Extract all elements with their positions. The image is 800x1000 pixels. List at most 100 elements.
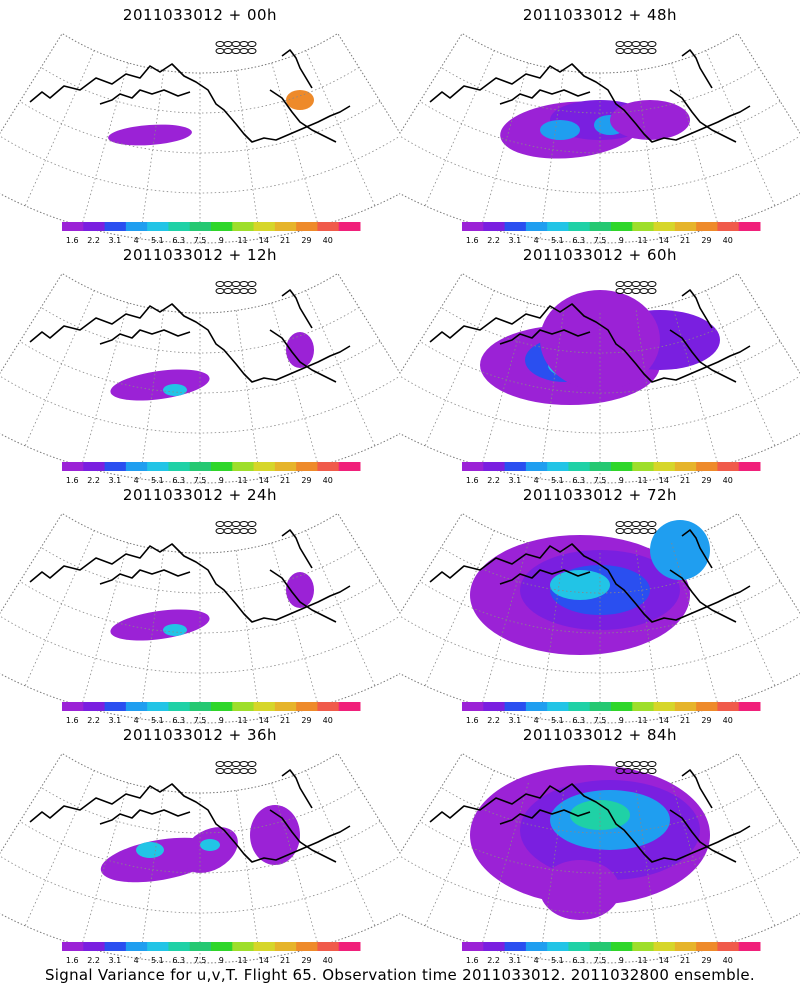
- color-bar-label: 3.1: [508, 956, 521, 965]
- color-bar-label: 4: [134, 236, 139, 245]
- variance-region: [550, 570, 610, 600]
- color-bar-swatch: [232, 222, 255, 231]
- color-bar-label: 9: [619, 716, 624, 725]
- variance-region: [163, 624, 187, 636]
- color-bar-label: 2.2: [87, 476, 100, 485]
- color-bar-label: 3.1: [108, 236, 121, 245]
- color-bar-label: 2.2: [487, 956, 500, 965]
- graticule-meridian: [705, 290, 776, 446]
- color-bar-label: 6.3: [572, 716, 585, 725]
- panel-title: 2011033012 + 12h: [122, 246, 278, 264]
- color-bar-swatch: [696, 462, 718, 471]
- island: [215, 281, 225, 287]
- island: [623, 48, 633, 54]
- color-bar-label: 1.6: [66, 956, 79, 965]
- color-bar-swatch: [589, 222, 612, 231]
- color-bar-label: 5.1: [151, 236, 164, 245]
- color-bar-swatch: [674, 702, 697, 711]
- coastline: [681, 769, 713, 809]
- graticule-parallel: [419, 820, 781, 874]
- color-bar-label: 6.3: [172, 236, 185, 245]
- island: [647, 768, 657, 774]
- graticule-meridian: [81, 782, 129, 947]
- color-bar-swatch: [253, 222, 276, 231]
- coastline: [269, 89, 337, 143]
- color-bar-label: 5.1: [551, 956, 564, 965]
- color-bar-swatch: [274, 462, 297, 471]
- color-bar-swatch: [738, 462, 761, 471]
- forecast-panel: 2011033012 + 36h 1.6 2.2 3.1 4 5.1 6.3 7.5 9 11 14…: [0, 720, 400, 965]
- island: [247, 768, 257, 774]
- color-bar-label: 7.5: [594, 476, 607, 485]
- color-bar-label: 2.2: [487, 716, 500, 725]
- color-bar-swatch: [483, 222, 506, 231]
- map-frame: [0, 32, 400, 244]
- graticule-meridian: [139, 70, 165, 239]
- color-bar-swatch: [211, 222, 233, 231]
- graticule-meridian: [635, 310, 661, 479]
- panel-title: 2011033012 + 24h: [122, 486, 278, 504]
- island: [231, 48, 241, 54]
- graticule-meridian: [705, 770, 776, 926]
- color-bar-label: 14: [259, 956, 269, 965]
- color-bar-label: 1.6: [66, 476, 79, 485]
- graticule-meridian: [139, 550, 165, 719]
- color-bar-swatch: [147, 462, 169, 471]
- variance-region: [286, 90, 314, 110]
- color-bar-label: 7.5: [194, 236, 207, 245]
- coastline: [269, 809, 337, 863]
- coastline: [99, 89, 191, 105]
- coastline: [669, 809, 737, 863]
- color-bar-label: 29: [701, 236, 711, 245]
- coastline: [99, 569, 191, 585]
- color-bar-swatch: [274, 702, 297, 711]
- graticule-meridian: [305, 530, 376, 686]
- graticule-parallel: [419, 580, 781, 634]
- island: [647, 281, 657, 287]
- color-bar-swatch: [62, 942, 84, 951]
- polar-map: 1.6 2.2 3.1 4 5.1 6.3 7.5 9 11 14 21 29 40: [0, 752, 400, 965]
- color-bar-swatch: [317, 942, 340, 951]
- color-bar-label: 6.3: [172, 956, 185, 965]
- color-bar-swatch: [253, 702, 276, 711]
- graticule-parallel: [19, 580, 381, 634]
- color-bar: 1.6 2.2 3.1 4 5.1 6.3 7.5 9 11 14 21 29 40: [62, 222, 361, 245]
- island: [639, 528, 649, 534]
- color-bar-label: 29: [301, 716, 311, 725]
- color-bar-label: 4: [534, 476, 539, 485]
- graticule-meridian: [24, 530, 95, 686]
- color-bar-label: 5.1: [551, 236, 564, 245]
- color-bar-label: 14: [259, 236, 269, 245]
- color-bar-label: 9: [219, 236, 224, 245]
- island: [647, 41, 657, 47]
- color-bar-swatch: [547, 462, 569, 471]
- graticule-meridian: [235, 790, 261, 959]
- graticule-meridian: [271, 302, 319, 467]
- color-bar-swatch: [483, 462, 506, 471]
- island: [623, 521, 633, 527]
- forecast-panel: 2011033012 + 60h 1.6 2.2 3.1 4 5.1 6.3 7.5 9 11 14…: [400, 240, 800, 485]
- color-bar-label: 29: [301, 956, 311, 965]
- variance-region: [540, 860, 620, 920]
- graticule-meridian: [81, 302, 129, 467]
- coastline: [281, 289, 313, 329]
- forecast-panel: 2011033012 + 48h 1.6 2.2 3.1 4 5.1 6.3 7.5 9 11 14…: [400, 0, 800, 245]
- color-bar-label: 11: [237, 476, 247, 485]
- island: [631, 41, 641, 47]
- graticule-meridian: [139, 310, 165, 479]
- graticule-meridian: [81, 62, 129, 227]
- graticule-parallel: [19, 340, 381, 394]
- coastline: [281, 529, 313, 569]
- color-bar-swatch: [632, 702, 655, 711]
- color-bar-swatch: [168, 222, 191, 231]
- graticule-parallel: [400, 135, 800, 194]
- island: [239, 768, 249, 774]
- color-bar-swatch: [568, 942, 591, 951]
- color-bar-swatch: [738, 942, 761, 951]
- island: [231, 281, 241, 287]
- color-bar-swatch: [525, 702, 548, 711]
- color-bar-label: 4: [134, 716, 139, 725]
- color-bar-swatch: [611, 702, 633, 711]
- color-bar-label: 9: [619, 956, 624, 965]
- color-bar-swatch: [211, 462, 233, 471]
